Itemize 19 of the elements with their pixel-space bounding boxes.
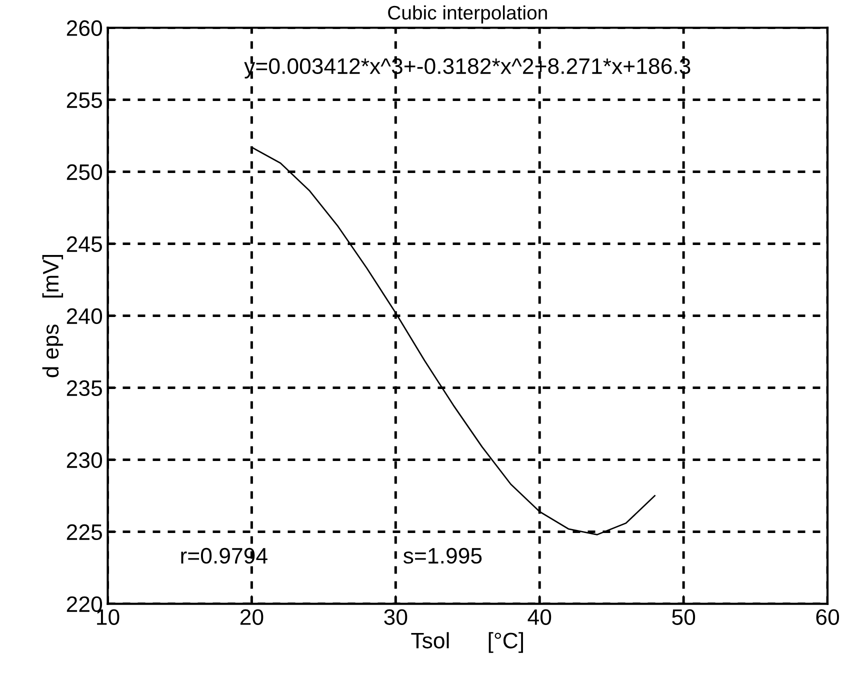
y-tick-label: 240 [66, 308, 102, 324]
x-tick-label: 60 [816, 609, 840, 625]
x-tick-label: 50 [672, 609, 696, 625]
x-axis-title: Tsol [°C] [411, 632, 523, 653]
y-tick-label: 260 [66, 20, 102, 36]
y-tick-label: 255 [66, 92, 102, 108]
annotation: y=0.003412*x^3+-0.3182*x^2+8.271*x+186.3 [244, 58, 690, 78]
y-tick-label: 245 [66, 236, 102, 252]
x-tick-label: 20 [240, 609, 264, 625]
y-tick-label: 225 [66, 524, 102, 540]
x-tick-label: 30 [384, 609, 408, 625]
annotation: r=0.9794 [181, 548, 268, 564]
y-tick-label: 235 [66, 380, 102, 396]
y-tick-label: 250 [66, 164, 102, 180]
annotation: s=1.995 [403, 548, 482, 564]
chart-title: Cubic interpolation [388, 5, 547, 24]
y-tick-label: 230 [66, 452, 102, 468]
y-axis-title: d eps [mV] [42, 254, 64, 378]
x-tick-label: 40 [528, 609, 552, 625]
